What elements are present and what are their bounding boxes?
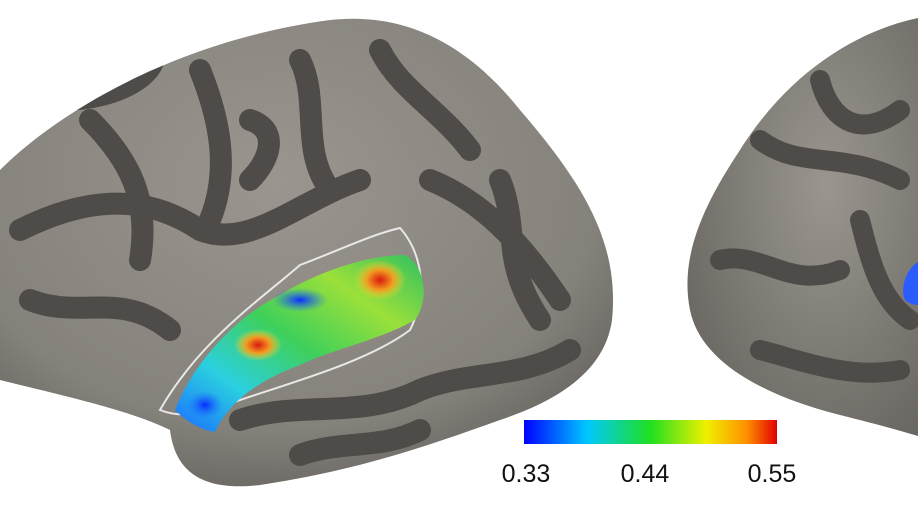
activation-map — [175, 255, 424, 432]
right-hemisphere — [687, 18, 918, 436]
activation-edge — [903, 262, 918, 305]
coldspot — [272, 288, 328, 312]
sulcus — [750, 130, 910, 190]
sulcus — [369, 39, 481, 161]
activation-region — [175, 255, 424, 432]
sulcus — [710, 248, 850, 286]
sulcus — [229, 339, 581, 431]
roi-outline — [158, 226, 422, 416]
sulci — [9, 29, 581, 466]
sulcus — [19, 289, 181, 341]
hotspot — [234, 329, 282, 361]
sulci — [710, 70, 918, 383]
coldspot — [187, 391, 223, 419]
sulcus — [750, 340, 910, 383]
left-hemisphere — [0, 18, 614, 487]
sulcus — [419, 169, 571, 311]
colorbar-min-label: 0.33 — [502, 460, 551, 488]
sulcus — [79, 109, 154, 271]
colorbar-mid-label: 0.44 — [621, 460, 670, 488]
sulcus — [850, 210, 918, 330]
colorbar-max-label: 0.55 — [748, 460, 797, 488]
sulcus — [489, 169, 551, 331]
sulcus — [9, 169, 371, 246]
sulcus — [239, 109, 280, 191]
hotspot — [354, 260, 406, 300]
sulcus — [810, 70, 910, 135]
colorbar-gradient — [524, 420, 777, 444]
sulcus — [189, 59, 232, 231]
colorbar: 0.33 0.44 0.55 — [502, 420, 797, 488]
sulcus — [289, 49, 341, 201]
sulcus — [289, 419, 431, 466]
